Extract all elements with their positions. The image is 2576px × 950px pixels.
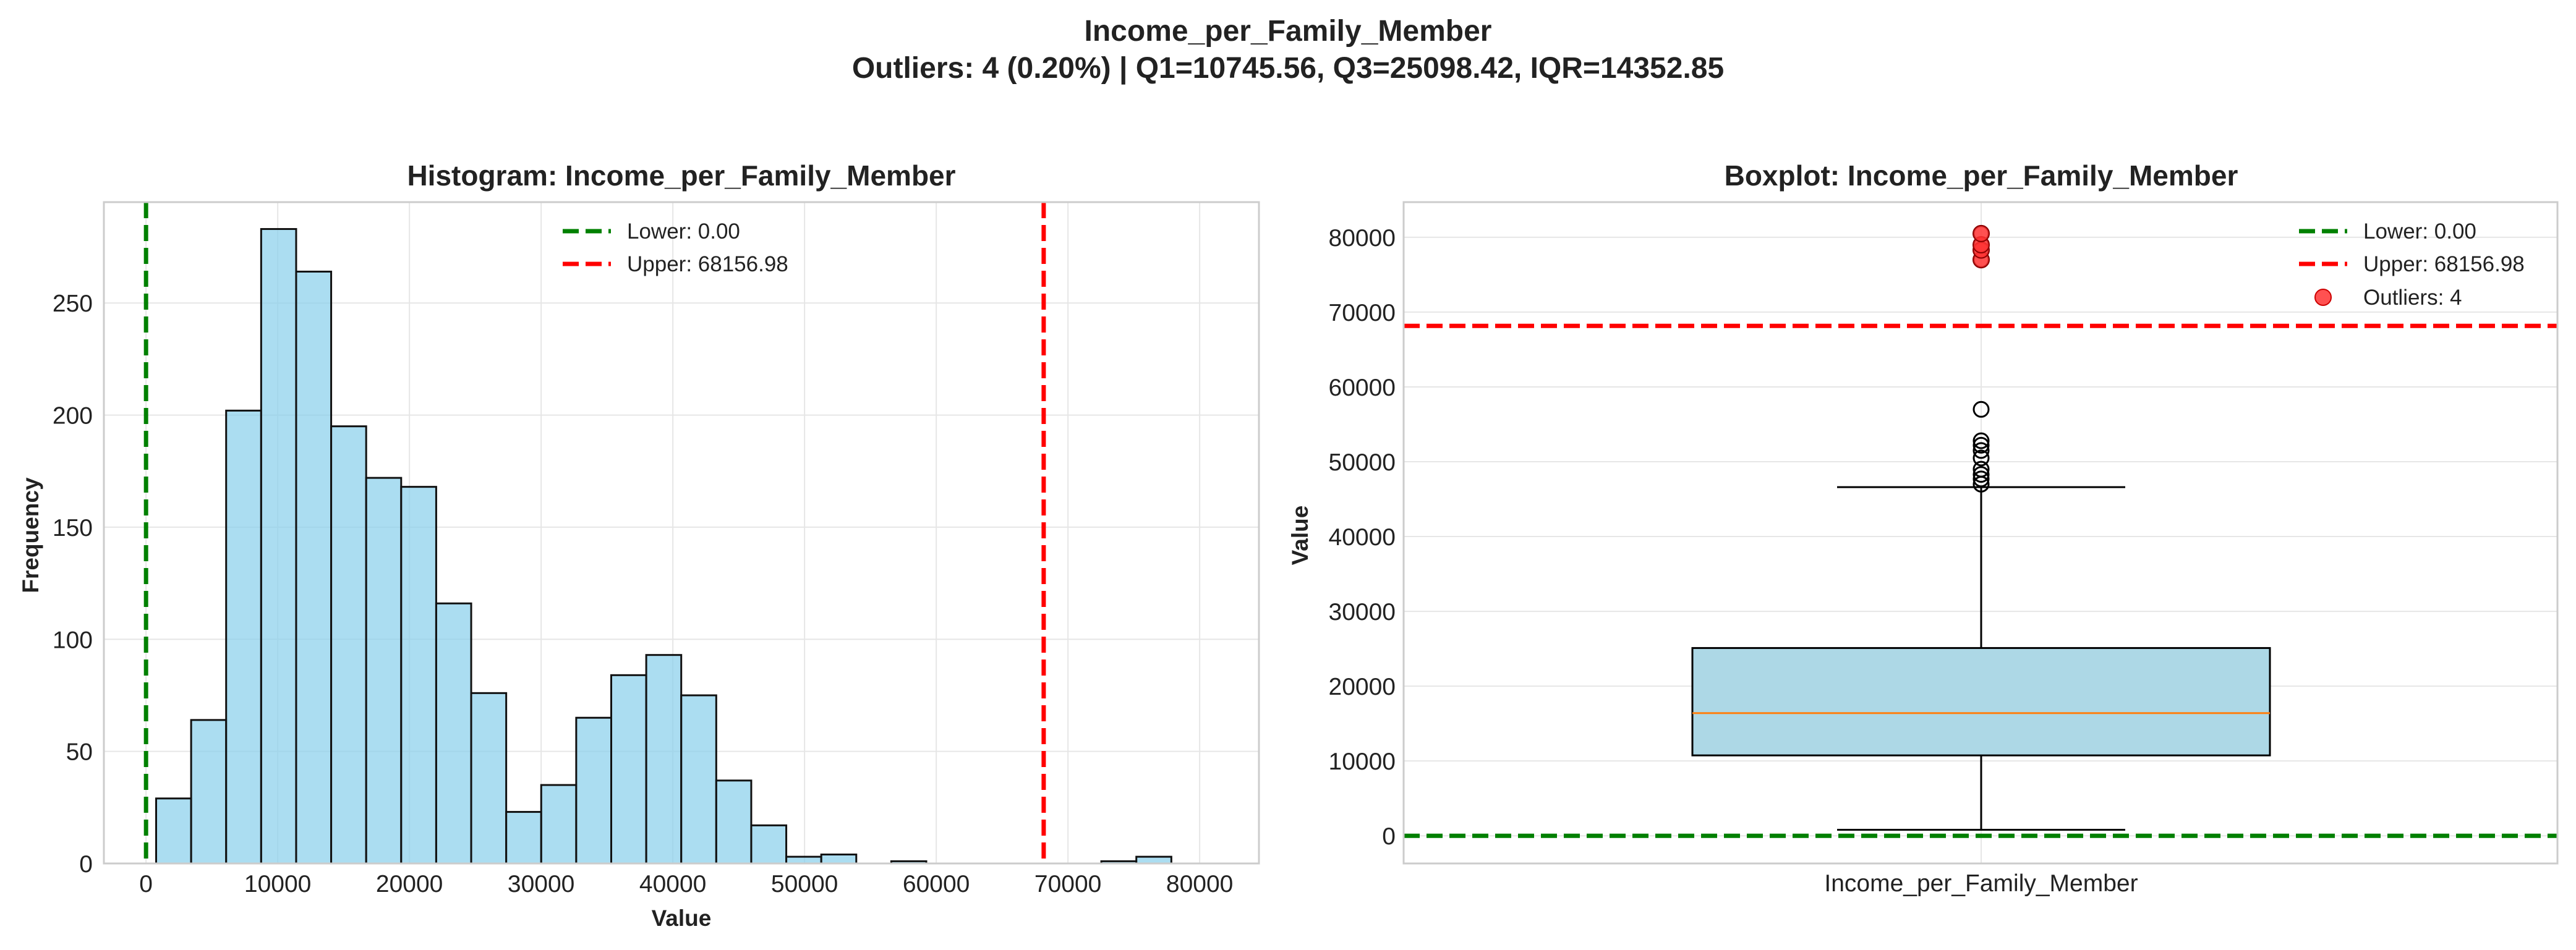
- histogram-bar: [470, 692, 508, 865]
- histogram-bar: [610, 674, 647, 865]
- histogram-bar: [365, 477, 403, 865]
- boxplot-legend: Lower: 0.00 Upper: 68156.98 Outliers: 4: [2299, 219, 2525, 310]
- boxplot-legend-outlier-label: Outliers: 4: [2363, 286, 2462, 310]
- boxplot-y-tick-label: 20000: [1329, 674, 1396, 700]
- boxplot-y-tick-label: 0: [1382, 823, 1396, 850]
- boxplot-reference-lines: [1404, 323, 2557, 838]
- histogram-bar: [645, 654, 683, 865]
- histogram-bar: [505, 811, 542, 865]
- histogram-bar: [575, 716, 612, 865]
- histogram-x-ticks: 0 10000 20000 30000 40000 50000 60000 70000 8000…: [139, 871, 1233, 897]
- histogram-legend-lower-label: Lower: 0.00: [627, 219, 740, 244]
- figure-subtitle: Outliers: 4 (0.20%) | Q1=10745.56, Q3=25…: [852, 52, 1724, 85]
- boxplot-flier-point: [1973, 442, 1990, 459]
- boxplot-title: Boxplot: Income_per_Family_Member: [1725, 159, 2238, 192]
- boxplot-flier-point: [1973, 432, 1990, 449]
- histogram-y-tick-label: 150: [53, 515, 93, 541]
- histogram-x-tick-label: 0: [139, 871, 153, 897]
- boxplot-y-tick-label: 70000: [1329, 300, 1396, 326]
- histogram-bar: [295, 270, 333, 865]
- figure-title: Income_per_Family_Member: [1085, 15, 1492, 48]
- histogram-legend: Lower: 0.00 Upper: 68156.98: [563, 219, 788, 276]
- boxplot-flier-point: [1973, 449, 1990, 467]
- boxplot-flier-point: [1973, 470, 1990, 488]
- histogram-bar: [155, 797, 192, 865]
- histogram-legend-upper-label: Upper: 68156.98: [627, 252, 788, 276]
- boxplot-flier-point: [1973, 466, 1990, 483]
- histogram-y-tick-label: 100: [53, 627, 93, 653]
- histogram-bar: [750, 824, 788, 865]
- histogram-bar: [400, 486, 437, 865]
- histogram-x-tick-label: 60000: [903, 871, 970, 897]
- histogram-x-tick-label: 50000: [771, 871, 838, 897]
- boxplot-body: [1691, 486, 2271, 831]
- histogram-bar: [715, 779, 753, 865]
- boxplot-flier-point: [1973, 460, 1990, 478]
- histogram-y-tick-label: 0: [79, 851, 93, 878]
- histogram-y-ticks: 0 50 100 150 200 250: [53, 291, 93, 878]
- histogram-x-tick-label: 30000: [508, 871, 574, 897]
- histogram-panel: Histogram: Income_per_Family_Member Valu…: [18, 159, 1260, 931]
- histogram-y-axis-label: Frequency: [18, 477, 43, 593]
- boxplot-y-axis-label: Value: [1287, 506, 1313, 566]
- boxplot-category-label: Income_per_Family_Member: [1824, 870, 2138, 897]
- histogram-bar: [190, 719, 228, 865]
- boxplot-plot-frame: [1402, 201, 2559, 865]
- boxplot-fliers: [1973, 224, 1990, 493]
- histogram-bar: [680, 694, 717, 865]
- histogram-plot-frame: [103, 201, 1260, 865]
- histogram-x-tick-label: 70000: [1034, 871, 1101, 897]
- boxplot-y-tick-label: 30000: [1329, 599, 1396, 626]
- boxplot-y-tick-label: 80000: [1329, 225, 1396, 252]
- boxplot-y-tick-label: 50000: [1329, 449, 1396, 476]
- histogram-bar: [540, 784, 578, 865]
- histogram-x-tick-label: 10000: [244, 871, 311, 897]
- histogram-x-tick-label: 20000: [376, 871, 443, 897]
- histogram-bar: [435, 602, 472, 865]
- histogram-bar: [785, 855, 822, 865]
- histogram-x-axis-label: Value: [652, 905, 712, 931]
- histogram-y-tick-label: 200: [53, 403, 93, 430]
- histogram-bar: [260, 228, 297, 865]
- boxplot-flier-point: [1973, 436, 1990, 454]
- boxplot-box: [1691, 647, 2271, 757]
- histogram-bar: [330, 425, 367, 865]
- histogram-bar: [1135, 855, 1172, 865]
- boxplot-y-ticks: 0 10000 20000 30000 40000 50000 60000 70000 8000…: [1329, 225, 1396, 850]
- boxplot-panel: Boxplot: Income_per_Family_Member Value …: [1287, 159, 2559, 897]
- histogram-x-tick-label: 40000: [639, 871, 706, 897]
- boxplot-flier-point: [1973, 401, 1990, 418]
- boxplot-legend-outlier-swatch: [2314, 289, 2332, 306]
- boxplot-legend-upper-label: Upper: 68156.98: [2363, 252, 2525, 276]
- boxplot-y-tick-label: 60000: [1329, 375, 1396, 401]
- histogram-y-tick-label: 50: [66, 739, 93, 766]
- histogram-bars: [155, 228, 1172, 865]
- histogram-bar: [225, 409, 262, 865]
- histogram-y-tick-label: 250: [53, 291, 93, 317]
- histogram-x-tick-label: 80000: [1166, 871, 1233, 897]
- histogram-reference-lines: [143, 202, 1046, 863]
- boxplot-y-tick-label: 10000: [1329, 749, 1396, 775]
- boxplot-y-tick-label: 40000: [1329, 524, 1396, 551]
- histogram-bar: [820, 853, 858, 865]
- boxplot-outlier-point: [1973, 224, 1990, 242]
- boxplot-legend-lower-label: Lower: 0.00: [2363, 219, 2476, 244]
- histogram-title: Histogram: Income_per_Family_Member: [407, 159, 955, 192]
